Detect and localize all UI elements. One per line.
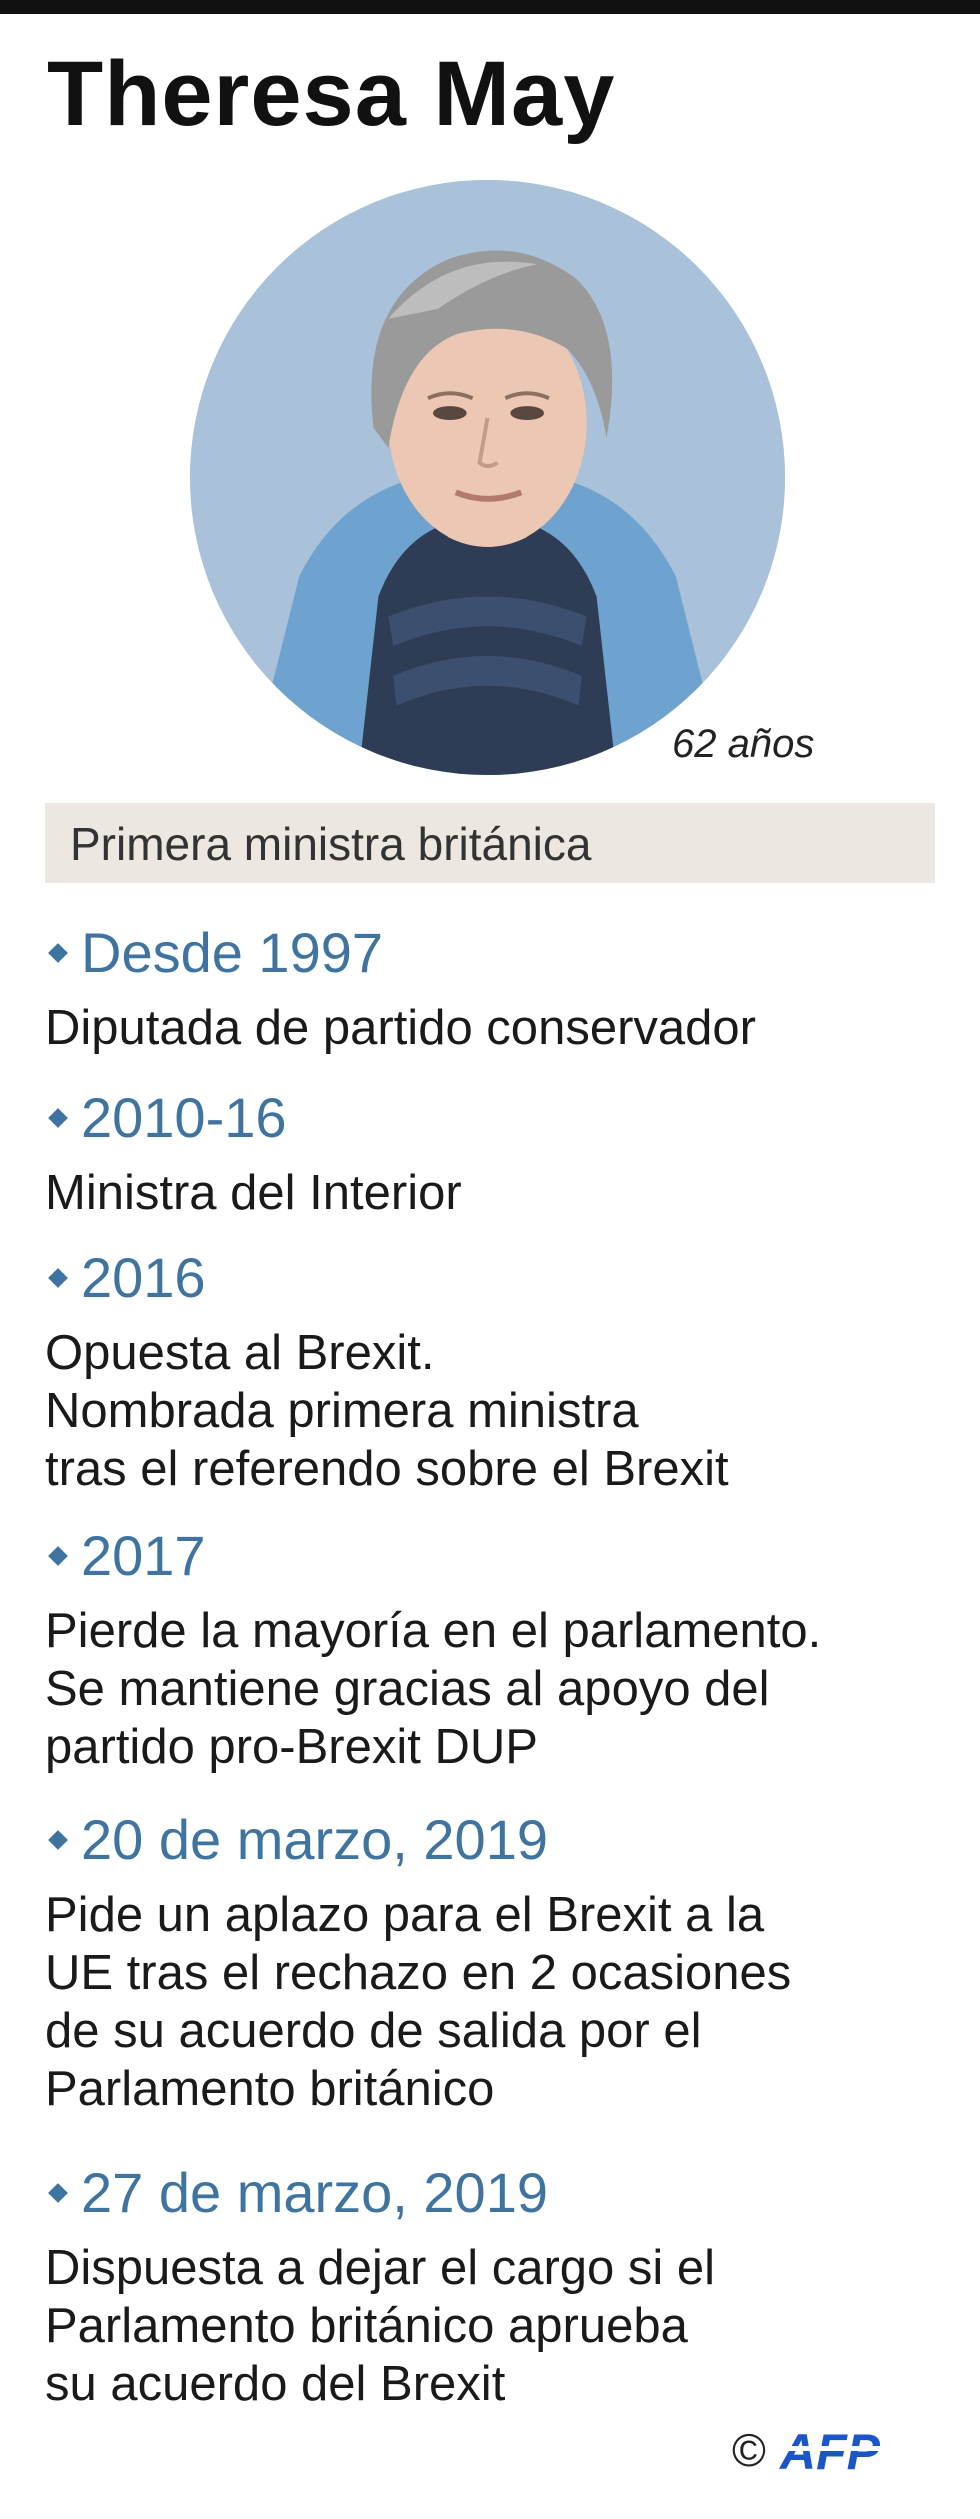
credit-line: © AFP — [732, 2420, 926, 2480]
portrait-illustration — [190, 180, 785, 775]
timeline-entry-1: Desde 1997 Diputada de partido conservad… — [45, 925, 950, 1057]
entry-date-text: 27 de marzo, 2019 — [81, 2161, 548, 2224]
entry-date: 27 de marzo, 2019 — [45, 2165, 950, 2221]
top-rule — [0, 0, 980, 14]
entry-date-text: 20 de marzo, 2019 — [81, 1808, 548, 1871]
entry-description: Pide un aplazo para el Brexit a la UE tr… — [45, 1886, 950, 2118]
age-label: 62 años — [672, 722, 815, 766]
timeline-entry-6: 27 de marzo, 2019 Dispuesta a dejar el c… — [45, 2165, 950, 2413]
entry-date-text: 2010-16 — [81, 1086, 287, 1149]
entry-line: de su acuerdo de salida por el — [45, 2004, 702, 2058]
entry-date: 2016 — [45, 1250, 950, 1306]
entry-line: tras el referendo sobre el Brexit — [45, 1442, 729, 1496]
entry-line: Diputada de partido conservador — [45, 1001, 756, 1055]
diamond-bullet-icon — [48, 1268, 68, 1288]
timeline-entry-3: 2016 Opuesta al Brexit. Nombrada primera… — [45, 1250, 950, 1498]
entry-date: 2010-16 — [45, 1090, 950, 1146]
diamond-bullet-icon — [48, 943, 68, 963]
entry-line: Parlamento británico aprueba — [45, 2299, 688, 2353]
entry-line: partido pro-Brexit DUP — [45, 1720, 538, 1774]
page-title: Theresa May — [47, 43, 616, 145]
diamond-bullet-icon — [48, 1546, 68, 1566]
entry-date-text: 2016 — [81, 1246, 206, 1309]
timeline-entry-4: 2017 Pierde la mayoría en el parlamento.… — [45, 1528, 950, 1776]
entry-date: Desde 1997 — [45, 925, 950, 981]
entry-description: Pierde la mayoría en el parlamento. Se m… — [45, 1602, 950, 1776]
entry-description: Opuesta al Brexit. Nombrada primera mini… — [45, 1324, 950, 1498]
entry-line: Opuesta al Brexit. — [45, 1326, 435, 1380]
entry-line: su acuerdo del Brexit — [45, 2357, 506, 2411]
entry-line: Dispuesta a dejar el cargo si el — [45, 2241, 716, 2295]
diamond-bullet-icon — [48, 1108, 68, 1128]
entry-description: Dispuesta a dejar el cargo si el Parlame… — [45, 2239, 950, 2413]
role-banner: Primera ministra británica — [45, 803, 935, 883]
entry-date: 20 de marzo, 2019 — [45, 1812, 950, 1868]
diamond-bullet-icon — [48, 1830, 68, 1850]
role-label: Primera ministra británica — [70, 818, 592, 870]
entry-line: UE tras el rechazo en 2 ocasiones — [45, 1946, 792, 2000]
afp-logo: AFP — [775, 2424, 926, 2476]
entry-description: Diputada de partido conservador — [45, 999, 950, 1057]
entry-line: Nombrada primera ministra — [45, 1384, 639, 1438]
timeline-entry-2: 2010-16 Ministra del Interior — [45, 1090, 950, 1222]
portrait-photo — [190, 180, 785, 775]
entry-line: Ministra del Interior — [45, 1166, 462, 1220]
entry-line: Pide un aplazo para el Brexit a la — [45, 1888, 765, 1942]
entry-description: Ministra del Interior — [45, 1164, 950, 1222]
entry-date-text: Desde 1997 — [81, 921, 384, 984]
entry-date-text: 2017 — [81, 1524, 206, 1587]
entry-date: 2017 — [45, 1528, 950, 1584]
copyright-symbol: © — [732, 2424, 766, 2476]
entry-line: Pierde la mayoría en el parlamento. — [45, 1604, 822, 1658]
diamond-bullet-icon — [48, 2183, 68, 2203]
timeline-entry-5: 20 de marzo, 2019 Pide un aplazo para el… — [45, 1812, 950, 2118]
entry-line: Se mantiene gracias al apoyo del — [45, 1662, 770, 1716]
entry-line: Parlamento británico — [45, 2062, 495, 2116]
